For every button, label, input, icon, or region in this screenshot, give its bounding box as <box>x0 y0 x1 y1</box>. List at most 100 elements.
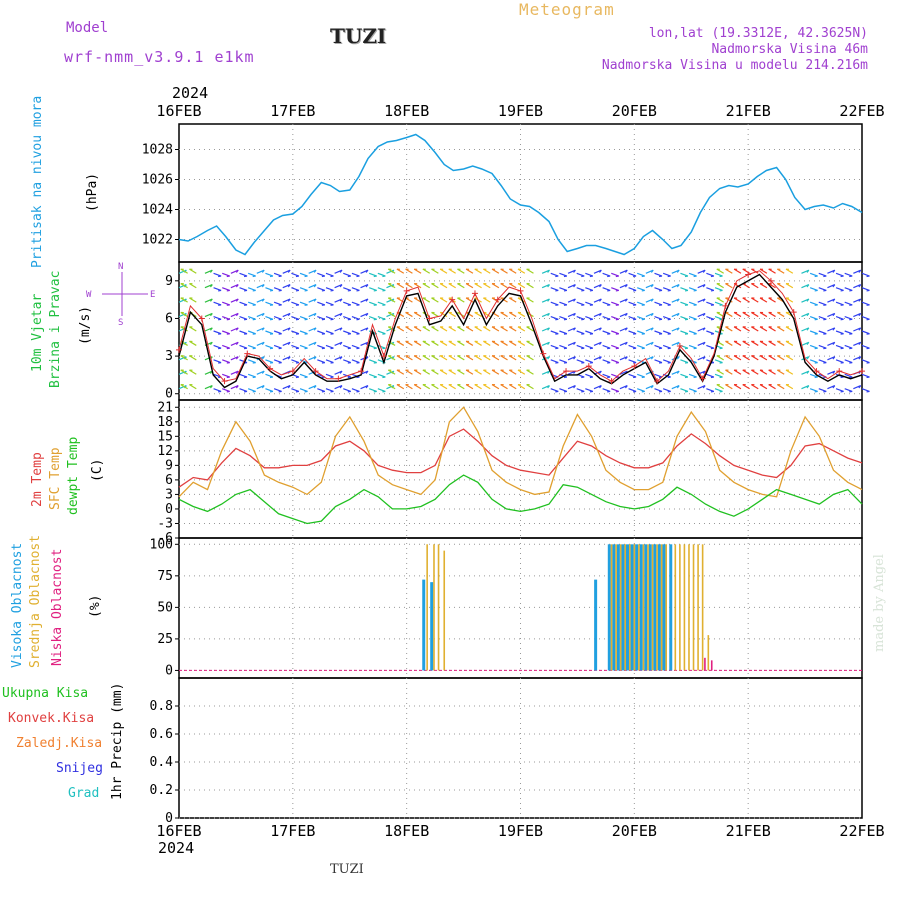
wind-arrow <box>360 327 369 332</box>
wind-arrow <box>777 311 785 318</box>
wind-speed-line <box>178 273 863 389</box>
wind-arrow-head <box>547 385 550 389</box>
temp-2m-line <box>178 428 863 488</box>
wind-arrow-head <box>806 269 810 273</box>
wind-arrow-head <box>209 385 213 389</box>
wind-arrow <box>725 311 733 318</box>
wind-arrow <box>509 384 517 390</box>
wind-arrow <box>768 268 776 274</box>
wind-arrow <box>282 284 291 289</box>
wind-arrow <box>637 316 645 320</box>
wind-gust-marker <box>471 290 478 297</box>
wind-arrow-head <box>261 327 265 331</box>
wind-arrow <box>827 370 836 375</box>
precip-legend-frozen: Zaledj.Kisa <box>16 736 103 751</box>
wind-arrow <box>801 370 810 375</box>
wind-arrows <box>178 268 870 393</box>
wind-arrow <box>343 316 351 320</box>
wind-arrow <box>768 384 776 390</box>
wind-arrow <box>576 301 585 306</box>
wind-arrow <box>387 297 396 303</box>
wind-arrow <box>526 326 534 332</box>
wind-arrow <box>387 384 396 390</box>
wind-arrow <box>265 301 274 306</box>
wind-arrow <box>431 355 439 361</box>
wind-arrow-head <box>599 327 602 331</box>
wind-arrow <box>861 359 870 364</box>
wind-arrow <box>368 359 377 364</box>
wind-gust-marker <box>289 368 296 375</box>
wind-arrow <box>308 385 317 390</box>
wind-arrow <box>611 287 619 292</box>
wind-arrow <box>706 373 715 378</box>
wind-arrow <box>671 385 680 390</box>
wind-arrow <box>500 369 508 375</box>
wind-arrow-head <box>365 298 369 302</box>
y-tick-label: 1026 <box>142 173 173 188</box>
wind-arrow-head <box>650 298 654 302</box>
wind-arrow <box>645 312 654 318</box>
wind-arrow <box>377 373 386 378</box>
wind-arrow <box>628 344 637 349</box>
wind-arrow <box>189 340 197 346</box>
wind-arrow <box>439 355 448 361</box>
wind-arrow <box>619 269 628 274</box>
wind-arrow <box>386 370 395 375</box>
wind-arrow <box>230 370 239 375</box>
wind-arrow <box>733 340 742 346</box>
wind-arrow-head <box>365 284 369 288</box>
wind-arrow <box>559 388 568 393</box>
wind-arrow <box>222 330 230 335</box>
wind-arrow <box>465 340 474 346</box>
wind-arrow <box>178 298 187 303</box>
wind-arrow <box>801 284 810 289</box>
wind-gust-marker <box>221 378 228 385</box>
wind-arrow-head <box>806 313 810 317</box>
wind-arrow <box>654 287 663 292</box>
wind-arrow <box>576 287 585 292</box>
wind-arrow <box>619 341 628 346</box>
wind-arrow <box>688 373 697 378</box>
wind-arrow-head <box>650 385 654 389</box>
wind-arrow <box>189 369 197 375</box>
wind-arrow <box>751 355 759 361</box>
wind-arrow <box>413 340 422 346</box>
wind-gust-marker <box>403 287 410 294</box>
wind-arrow <box>360 298 369 303</box>
wind-arrow <box>637 373 645 378</box>
wind-arrow <box>759 268 768 274</box>
wind-arrow <box>827 269 836 274</box>
x-label-top: 20FEB <box>612 102 657 120</box>
wind-arrow <box>431 369 439 375</box>
wind-arrow <box>222 359 230 364</box>
wind-arrow <box>396 326 405 332</box>
wind-arrow <box>733 369 742 375</box>
wind-arrow <box>706 344 715 349</box>
wind-arrow <box>230 385 239 390</box>
wind-arrow <box>671 327 680 332</box>
wind-arrow-head <box>858 341 862 346</box>
wind-arrow <box>334 269 343 274</box>
wind-arrow <box>550 388 559 393</box>
wind-arrow <box>628 316 637 320</box>
wind-arrow <box>725 268 733 274</box>
wind-arrow <box>662 316 671 320</box>
wind-arrow-head <box>650 327 654 331</box>
wind-arrow <box>714 359 723 364</box>
wind-arrow <box>405 311 413 318</box>
wind-arrow <box>827 356 836 361</box>
wind-arrow-head <box>650 341 654 346</box>
wind-arrow <box>222 287 230 292</box>
wind-arrow-head <box>209 269 213 273</box>
wind-arrow <box>422 369 431 375</box>
wind-arrow <box>835 388 844 393</box>
wind-arrow <box>222 272 230 277</box>
wind-arrow <box>541 385 550 390</box>
wind-arrow <box>697 356 706 361</box>
wind-arrow <box>559 344 568 349</box>
wind-arrow <box>422 384 431 390</box>
wind-arrow <box>474 369 482 375</box>
wind-arrow <box>334 327 343 332</box>
cloud-high-bar <box>616 544 620 671</box>
wind-arrow <box>526 268 534 274</box>
